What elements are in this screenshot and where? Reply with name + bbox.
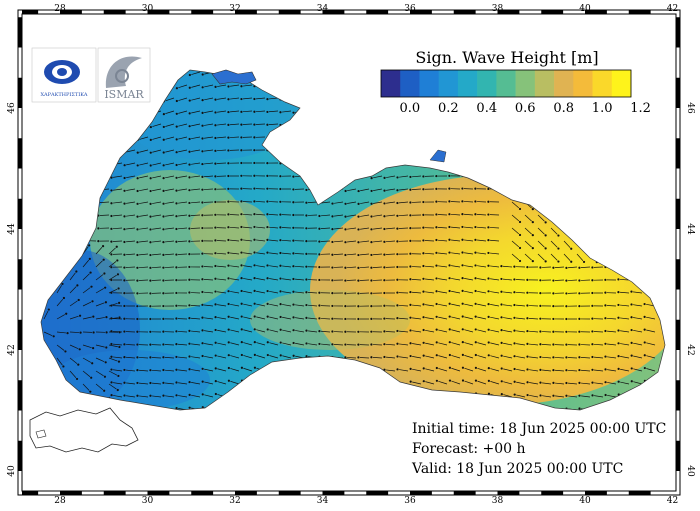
lat-tick-right: 46: [685, 102, 695, 114]
lat-tick-left: 46: [7, 102, 17, 114]
lon-tick-bottom: 40: [579, 496, 591, 506]
latitude-labels-right: 40 42 44 46: [685, 102, 695, 477]
lon-tick-top: 28: [54, 4, 66, 14]
colorbar-title: Sign. Wave Height [m]: [415, 48, 598, 67]
logo-right-text: ISMAR: [104, 88, 144, 101]
initial-time-text: Initial time: 18 Jun 2025 00:00 UTC: [412, 421, 666, 437]
logo-left: ΧΑΡΑΚΤΗΡΙΣΤΙΚΑ: [32, 48, 96, 102]
colorbar-swatch: [612, 70, 632, 97]
lon-tick-top: 36: [404, 4, 416, 14]
valid-time-text: Valid: 18 Jun 2025 00:00 UTC: [411, 461, 623, 477]
latitude-labels-left: 40 42 44 46: [7, 102, 17, 477]
colorbar-tick: 1.0: [592, 101, 613, 116]
lon-tick-top: 42: [667, 4, 678, 14]
colorbar-swatch: [400, 70, 420, 97]
lon-tick-bottom: 42: [667, 496, 678, 506]
logo-left-text: ΧΑΡΑΚΤΗΡΙΣΤΙΚΑ: [40, 92, 87, 98]
lat-tick-left: 44: [7, 223, 17, 235]
colorbar-swatch: [593, 70, 613, 97]
colorbar-swatch: [554, 70, 574, 97]
colorbar-tick: 0.8: [553, 101, 574, 116]
lon-tick-bottom: 32: [229, 496, 240, 506]
forecast-step-text: Forecast: +00 h: [412, 441, 526, 457]
lon-tick-top: 38: [492, 4, 504, 14]
logo-right: ISMAR: [98, 48, 150, 102]
lon-tick-top: 40: [579, 4, 591, 14]
lat-tick-left: 42: [7, 344, 17, 355]
colorbar-tick: 0.2: [438, 101, 459, 116]
lat-tick-right: 42: [685, 344, 695, 355]
colorbar-swatch: [439, 70, 459, 97]
colorbar-tick: 0.4: [476, 101, 497, 116]
colorbar-swatch: [516, 70, 536, 97]
lon-tick-top: 32: [229, 4, 240, 14]
colorbar-swatch: [477, 70, 497, 97]
colorbar-swatch: [573, 70, 593, 97]
lon-tick-bottom: 36: [404, 496, 416, 506]
colorbar-swatch: [458, 70, 478, 97]
lon-tick-bottom: 28: [54, 496, 66, 506]
colorbar-swatches: [381, 70, 631, 97]
colorbar-tick: 1.2: [630, 101, 651, 116]
colorbar-swatch: [419, 70, 439, 97]
lon-tick-top: 34: [317, 4, 329, 14]
longitude-labels-bottom: 28 30 32 34 36 38 40 42: [54, 496, 678, 506]
colorbar-tick: 0.6: [515, 101, 536, 116]
lat-tick-right: 44: [685, 223, 695, 235]
lon-tick-bottom: 38: [492, 496, 504, 506]
lon-tick-top: 30: [142, 4, 154, 14]
lon-tick-bottom: 34: [317, 496, 329, 506]
lat-tick-right: 40: [685, 465, 695, 477]
colorbar-swatch: [496, 70, 516, 97]
colorbar-tick: 0.0: [400, 101, 421, 116]
lon-tick-bottom: 30: [142, 496, 154, 506]
colorbar-swatch: [535, 70, 555, 97]
colorbar-swatch: [381, 70, 401, 97]
lat-tick-left: 40: [7, 465, 17, 477]
